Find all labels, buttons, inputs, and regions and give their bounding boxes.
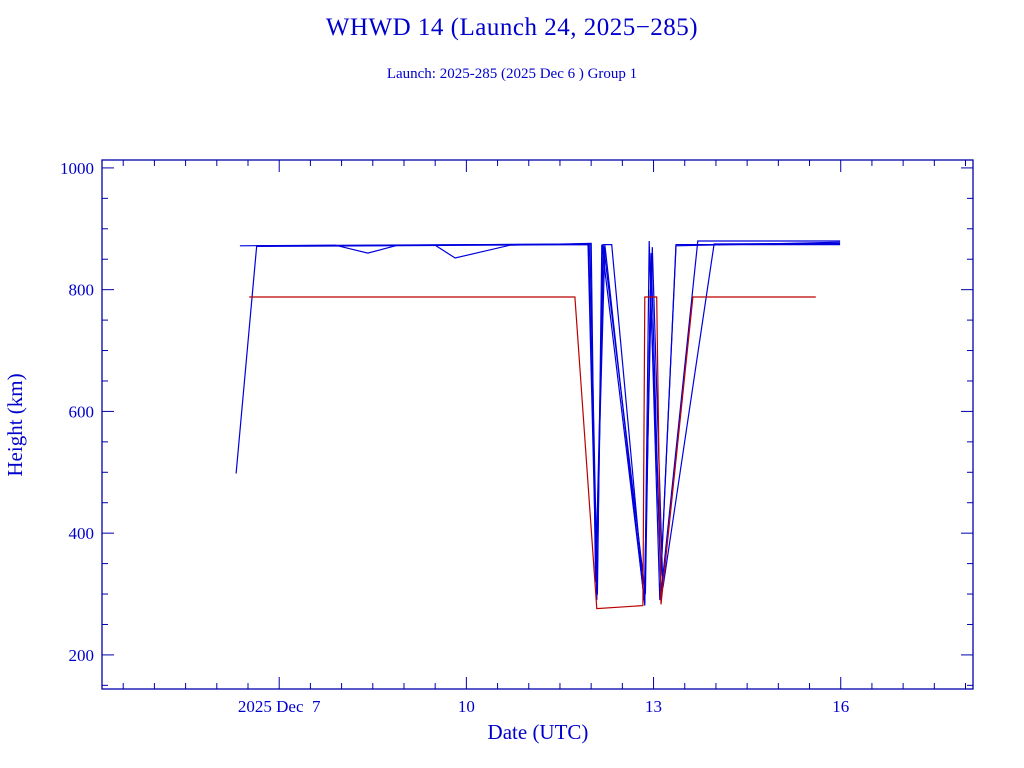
plot-frame (101, 159, 974, 690)
y-tick-label: 200 (69, 646, 95, 665)
series-line-object-1 (235, 240, 841, 606)
series-line-object-2 (239, 240, 841, 604)
chart-title: WHWD 14 (Launch 24, 2025−285) (325, 14, 699, 41)
x-tick-label: 10 (458, 697, 475, 716)
x-tick-label: 16 (832, 697, 849, 716)
x-axis-label: Date (UTC) (488, 720, 589, 744)
y-tick-label: 1000 (60, 159, 94, 178)
x-tick-label: 13 (645, 697, 662, 716)
y-axis-label: Height (km) (3, 373, 27, 476)
y-tick-label: 400 (69, 524, 95, 543)
series-line-object-4 (256, 241, 841, 595)
y-tick-label: 600 (69, 402, 95, 421)
chart-subtitle: Launch: 2025-285 (2025 Dec 6 ) Group 1 (386, 66, 638, 82)
y-tick-label: 800 (69, 281, 95, 300)
series-line-object-red (249, 296, 816, 610)
x-tick-label: 2025 Dec 7 (238, 697, 321, 716)
